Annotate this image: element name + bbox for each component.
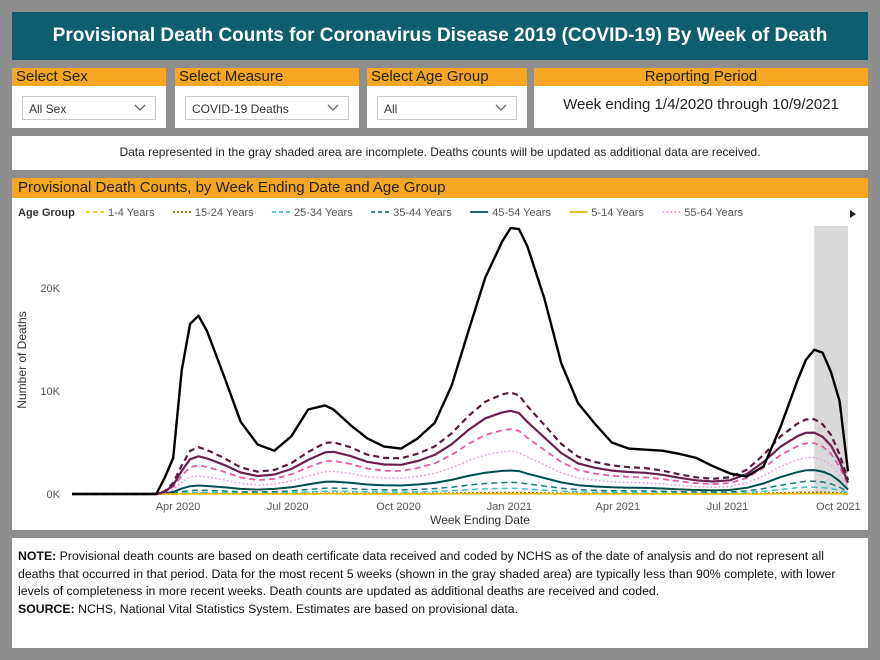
chevron-down-icon bbox=[134, 104, 146, 111]
measure-dropdown-value: COVID-19 Deaths bbox=[192, 102, 289, 116]
sex-filter: Select Sex All Sex bbox=[12, 68, 166, 128]
source-text: NCHS, National Vital Statistics System. … bbox=[74, 601, 519, 616]
legend-item-label: 45-54 Years bbox=[492, 207, 551, 219]
age-group-dropdown[interactable]: All bbox=[377, 96, 517, 120]
x-tick-label: Apr 2020 bbox=[156, 501, 201, 513]
chart-panel: Provisional Death Counts, by Week Ending… bbox=[12, 178, 868, 530]
series-line-45-54-years bbox=[72, 469, 849, 495]
x-tick-label: Jan 2021 bbox=[487, 501, 532, 513]
note-label: NOTE: bbox=[18, 549, 57, 563]
series-line-65-74-years bbox=[72, 428, 849, 495]
reporting-period-value: Week ending 1/4/2020 through 10/9/2021 bbox=[563, 96, 839, 113]
y-tick-label: 0K bbox=[47, 489, 61, 501]
chart-title: Provisional Death Counts, by Week Ending… bbox=[12, 178, 868, 198]
y-axis-label: Number of Deaths bbox=[15, 311, 29, 408]
legend-item-label: 55-64 Years bbox=[684, 207, 743, 219]
x-axis-label: Week Ending Date bbox=[430, 513, 530, 527]
incomplete-shade bbox=[814, 226, 848, 494]
series-line-55-64-years bbox=[72, 450, 849, 495]
age-group-filter-label: Select Age Group bbox=[367, 68, 527, 86]
legend-title: Age Group bbox=[18, 207, 75, 219]
chevron-down-icon bbox=[327, 104, 339, 111]
legend-item-label: 1-4 Years bbox=[108, 207, 155, 219]
legend-next-icon[interactable] bbox=[850, 210, 856, 218]
legend-item-label: 15-24 Years bbox=[195, 207, 254, 219]
sex-dropdown-value: All Sex bbox=[29, 102, 67, 116]
legend-item-label: 35-44 Years bbox=[393, 207, 452, 219]
series-line-all-ages bbox=[72, 226, 850, 496]
page-title: Provisional Death Counts for Coronavirus… bbox=[12, 12, 868, 60]
x-tick-label: Oct 2021 bbox=[816, 501, 861, 513]
measure-filter: Select Measure COVID-19 Deaths bbox=[175, 68, 359, 128]
age-group-filter: Select Age Group All bbox=[367, 68, 527, 128]
measure-dropdown[interactable]: COVID-19 Deaths bbox=[185, 96, 349, 120]
note-text: Provisional death counts are based on de… bbox=[18, 549, 836, 598]
measure-filter-label: Select Measure bbox=[175, 68, 359, 86]
series-line-15-24-years bbox=[72, 491, 849, 495]
age-group-dropdown-value: All bbox=[384, 102, 398, 116]
source-label: SOURCE: bbox=[18, 601, 75, 616]
x-tick-label: Apr 2021 bbox=[596, 501, 641, 513]
x-tick-label: Jul 2021 bbox=[707, 501, 749, 513]
y-tick-label: 10K bbox=[40, 386, 60, 398]
legend-item-label: 25-34 Years bbox=[294, 207, 353, 219]
y-tick-label: 20K bbox=[40, 283, 60, 295]
sex-filter-label: Select Sex bbox=[12, 68, 166, 86]
note-panel: NOTE: Provisional death counts are based… bbox=[12, 538, 868, 648]
reporting-period-label: Reporting Period bbox=[534, 68, 868, 86]
sex-dropdown[interactable]: All Sex bbox=[22, 96, 156, 120]
reporting-period-panel: Reporting Period Week ending 1/4/2020 th… bbox=[534, 68, 868, 128]
x-tick-label: Jul 2020 bbox=[267, 501, 309, 513]
series-line-85-years-and-over bbox=[72, 391, 850, 496]
legend-item-label: 5-14 Years bbox=[591, 207, 644, 219]
chevron-down-icon bbox=[495, 104, 507, 111]
line-chart: 0K 10K 20K Number of Deaths Apr 2020 Jul 2020… bbox=[15, 207, 861, 527]
x-tick-label: Oct 2020 bbox=[376, 501, 421, 513]
series-line-75-84-years bbox=[72, 409, 850, 496]
incomplete-data-notice: Data represented in the gray shaded area… bbox=[12, 136, 868, 170]
series-line-25-34-years bbox=[72, 486, 849, 495]
